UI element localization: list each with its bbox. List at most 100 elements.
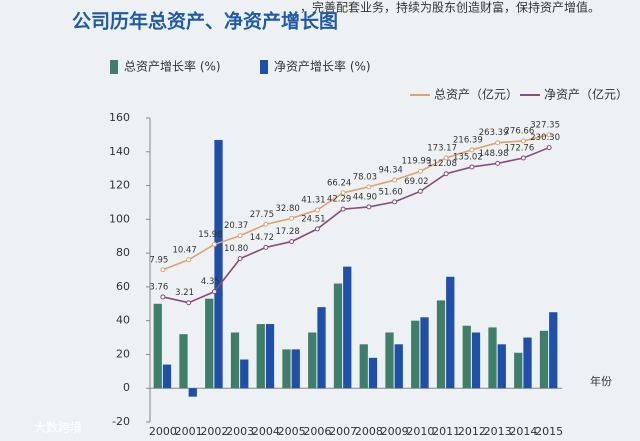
point — [289, 215, 295, 221]
y-tick-label: 140 — [109, 145, 130, 158]
bar — [317, 307, 326, 389]
data-label: 3.76 — [149, 282, 168, 292]
point — [520, 155, 526, 161]
legend-label: 净资产（亿元） — [544, 87, 628, 102]
bar — [256, 324, 265, 389]
point — [186, 257, 192, 263]
point — [366, 184, 372, 190]
point — [237, 233, 243, 239]
bar — [514, 352, 523, 389]
y-tick-label: 60 — [116, 280, 130, 293]
chart-title: 公司历年总资产、净资产增长图 — [72, 10, 338, 33]
bar — [265, 324, 275, 389]
data-label: 15.98 — [198, 230, 222, 240]
data-label: 10.47 — [172, 245, 196, 255]
y-tick-label: 0 — [123, 381, 130, 394]
bar — [523, 337, 532, 389]
bar — [308, 332, 317, 389]
data-label: 20.37 — [224, 221, 248, 231]
bar — [240, 359, 249, 389]
x-axis-label: 年份 — [590, 374, 612, 388]
y-tick-label: 100 — [109, 212, 130, 225]
x-tick-label: 2004 — [252, 425, 280, 438]
data-label: 32.80 — [275, 204, 299, 214]
point — [237, 256, 243, 262]
data-label: 148.98 — [479, 149, 509, 159]
bar — [471, 332, 481, 389]
data-label: 172.76 — [505, 144, 535, 154]
legend-label: 总资产增长率 (%) — [124, 59, 221, 74]
data-label: 112.08 — [427, 159, 457, 169]
point — [289, 239, 295, 245]
bar — [188, 388, 197, 397]
x-tick-label: 2007 — [329, 425, 357, 438]
subtitle: ，完善配套业务，持续为股东创造财富，保持资产增值。 — [300, 0, 600, 15]
legend-label: 净资产增长率 (%) — [274, 59, 371, 74]
x-tick-label: 2011 — [432, 425, 460, 438]
bar — [153, 303, 162, 389]
data-label: 94.34 — [378, 165, 402, 175]
x-tick-label: 2008 — [355, 425, 383, 438]
data-label: 230.30 — [530, 133, 560, 143]
data-label: 173.17 — [427, 143, 457, 153]
data-label: 27.75 — [250, 210, 274, 220]
x-tick-label: 2005 — [278, 425, 306, 438]
legend-label: 总资产（亿元） — [434, 87, 518, 102]
point — [546, 132, 552, 138]
data-label: 216.39 — [453, 135, 483, 145]
x-tick-label: 2009 — [381, 425, 409, 438]
data-label: 4.35 — [201, 277, 220, 287]
x-tick-label: 2012 — [458, 425, 486, 438]
point — [314, 226, 320, 232]
data-label: 263.39 — [479, 128, 509, 138]
bar — [462, 325, 471, 389]
x-tick-label: 2014 — [509, 425, 537, 438]
point — [263, 244, 269, 250]
bar — [179, 334, 188, 389]
point — [495, 140, 501, 146]
bar — [333, 283, 343, 389]
bar — [420, 317, 429, 389]
legend-swatch — [110, 60, 118, 74]
data-label: 66.24 — [327, 178, 351, 188]
bar — [343, 266, 352, 389]
data-label: 51.60 — [378, 187, 402, 197]
data-label: 69.02 — [404, 177, 428, 187]
x-tick-label: 2000 — [149, 425, 177, 438]
data-label: 119.99 — [402, 157, 432, 167]
data-label: 3.21 — [175, 288, 194, 298]
data-label: 135.02 — [453, 152, 483, 162]
point — [417, 168, 423, 174]
x-tick-label: 2013 — [484, 425, 512, 438]
point — [263, 221, 269, 227]
bar — [359, 344, 368, 389]
bar — [436, 300, 446, 389]
x-tick-label: 2001 — [175, 425, 203, 438]
point — [546, 145, 552, 151]
bar — [385, 332, 394, 389]
point — [392, 177, 398, 183]
data-label: 17.28 — [275, 227, 299, 237]
point — [211, 241, 217, 247]
point — [340, 206, 346, 212]
data-label: 276.66 — [505, 126, 535, 136]
data-label: 78.03 — [353, 172, 377, 182]
data-label: 14.72 — [250, 233, 274, 243]
point — [443, 171, 449, 177]
point — [340, 190, 346, 196]
point — [417, 188, 423, 194]
x-tick-label: 2006 — [303, 425, 331, 438]
x-tick-label: 2002 — [200, 425, 228, 438]
point — [469, 164, 475, 170]
point — [469, 147, 475, 153]
point — [392, 199, 398, 205]
y-tick-label: 160 — [109, 111, 130, 124]
point — [314, 207, 320, 213]
x-tick-label: 2010 — [406, 425, 434, 438]
x-tick-label: 2015 — [535, 425, 563, 438]
bar — [446, 276, 455, 389]
legend-swatch — [260, 60, 268, 74]
data-label: 24.51 — [301, 214, 325, 224]
